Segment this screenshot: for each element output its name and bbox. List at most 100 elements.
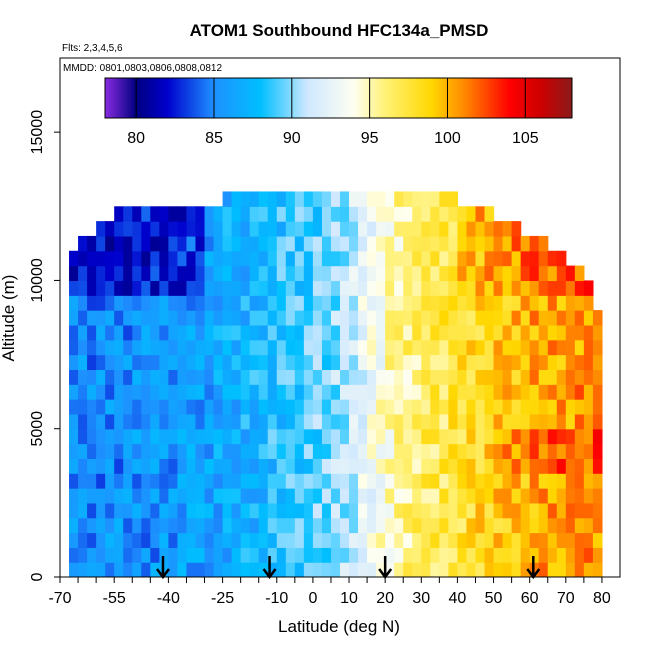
heatmap-cell [439,369,449,385]
heatmap-cell [502,235,513,252]
heatmap-cell [303,458,314,474]
heatmap-cell [312,235,323,252]
heatmap-cell [204,310,215,326]
heatmap-cell [141,265,151,282]
heatmap-cell [267,354,278,370]
heatmap-cell [321,369,332,385]
heatmap-cell [240,265,251,282]
heatmap-cell [547,443,558,459]
heatmap-cell [78,310,88,326]
x-tick-label: 50 [485,590,503,607]
heatmap-cell [412,488,422,504]
heatmap-cell [303,413,314,430]
colorbar-tick-label: 100 [434,130,461,147]
heatmap-cell [430,399,440,415]
heatmap-cell [303,547,314,563]
heatmap-cell [547,324,558,341]
heatmap-cell [240,250,251,267]
heatmap-cell [150,206,160,222]
heatmap-cell [222,310,233,326]
heatmap-cell [538,310,549,326]
heatmap-cell [258,324,269,341]
heatmap-cell [303,369,314,385]
heatmap-cell [502,547,513,563]
heatmap-cell [511,354,522,370]
heatmap-cell [475,413,486,430]
heatmap-cell [276,443,287,459]
heatmap-cell [502,562,513,577]
heatmap-cell [78,517,88,534]
heatmap-cell [78,502,88,519]
heatmap-cell [502,473,513,489]
heatmap-cell [96,413,106,430]
heatmap-cell [114,250,124,267]
heatmap-cell [457,354,468,370]
heatmap-cell [376,206,386,222]
heatmap-cell [87,399,97,415]
heatmap-cell [96,265,106,282]
heatmap-cell [394,265,404,282]
heatmap-cell [96,221,106,237]
heatmap-cell [186,369,197,385]
heatmap-cell [583,324,594,341]
heatmap-cell [294,399,305,415]
heatmap-cell [484,339,495,356]
heatmap-cell [114,413,124,430]
heatmap-cell [267,547,278,563]
heatmap-cell [466,250,477,267]
heatmap-cell [448,443,459,459]
heatmap-cell [556,399,567,415]
heatmap-cell [195,206,206,222]
heatmap-cell [78,413,88,430]
heatmap-cell [367,562,377,577]
heatmap-cell [267,428,278,445]
heatmap-cell [457,369,468,385]
heatmap-cell [349,324,359,341]
heatmap-cell [529,458,540,474]
heatmap-cell [267,206,278,222]
heatmap-cell [78,443,88,459]
heatmap-cell [448,547,459,563]
heatmap-cell [150,250,160,267]
heatmap-cell [520,369,531,385]
heatmap-cell [556,354,567,370]
heatmap-cell [367,458,377,474]
heatmap-cell [484,250,495,267]
heatmap-cell [439,384,449,400]
heatmap-cell [412,324,422,341]
heatmap-cell [376,399,386,415]
heatmap-cell [412,295,422,311]
heatmap-cell [466,369,477,385]
heatmap-cell [511,295,522,311]
heatmap-cell [556,443,567,459]
heatmap-cell [340,399,350,415]
heatmap-cell [303,191,314,207]
heatmap-cell [529,384,540,400]
heatmap-cell [349,399,359,415]
heatmap-cell [222,443,233,459]
heatmap-cell [583,517,594,534]
heatmap-cell [78,324,88,341]
heatmap-cell [132,250,142,267]
heatmap-cell [69,502,79,519]
heatmap-cell [475,265,486,282]
heatmap-cell [466,502,477,519]
heatmap-cell [114,369,124,385]
heatmap-cell [367,310,377,326]
heatmap-cell [204,547,215,563]
heatmap-cell [222,354,233,370]
heatmap-cell [556,369,567,385]
heatmap-cell [340,458,350,474]
heatmap-cell [430,428,440,445]
heatmap-cell [150,235,160,252]
heatmap-cell [502,295,513,311]
heatmap-cell [529,369,540,385]
heatmap-cell [493,324,504,341]
heatmap-cell [258,458,269,474]
heatmap-cell [376,428,386,445]
heatmap-cell [321,206,332,222]
heatmap-cell [358,428,368,445]
heatmap-cell [240,488,251,504]
heatmap-cell [204,354,215,370]
heatmap-cell [421,502,431,519]
